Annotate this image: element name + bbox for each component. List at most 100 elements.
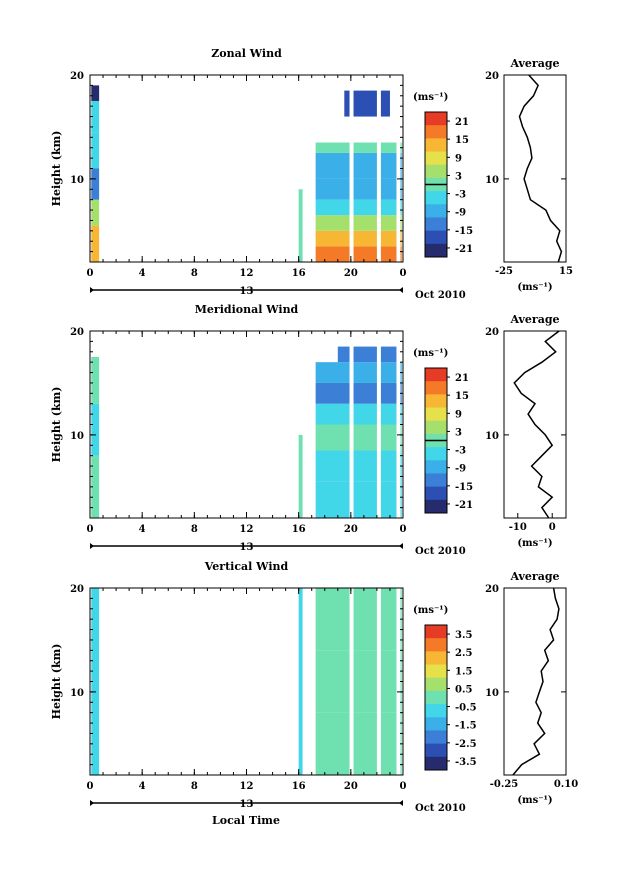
average-profile-line	[512, 587, 560, 776]
data-cell	[91, 199, 100, 226]
data-cell	[91, 356, 100, 404]
x-tick-label: 16	[292, 268, 306, 279]
average-x-tick-label: -0.25	[490, 779, 519, 790]
date-label: Oct 2010	[415, 546, 466, 557]
x-tick-label: 20	[344, 268, 358, 279]
colorbar-swatch	[425, 368, 447, 382]
average-unit-label: (ms⁻¹)	[517, 795, 552, 806]
data-cell	[298, 189, 303, 262]
data-cell	[91, 85, 100, 101]
data-gap	[396, 331, 401, 518]
y-tick-label: 20	[70, 584, 84, 595]
x-tick-label: 4	[139, 268, 146, 279]
panel-1: Meridional Wind 0 4 8 12 16 20 0 20 10 Height (km)…	[50, 303, 567, 557]
colorbar-swatch	[425, 381, 447, 395]
colorbar-tick-label: 2.5	[455, 648, 472, 659]
colorbar-tick-label: 15	[455, 135, 469, 146]
x-tick-label: 16	[292, 524, 306, 535]
data-gap	[396, 588, 401, 775]
data-gap	[376, 331, 381, 518]
y-tick-label: 20	[70, 327, 84, 338]
colorbar-tick-label: 9	[455, 409, 462, 420]
data-cell	[315, 450, 402, 482]
data-cell	[91, 168, 100, 200]
colorbar-swatch	[425, 486, 447, 501]
x-tick-label: 0	[87, 268, 94, 279]
y-tick-label: 10	[70, 175, 84, 186]
y-tick-label: 10	[70, 688, 84, 699]
date-axis-arrow	[90, 287, 94, 293]
colorbar-swatch	[425, 191, 447, 205]
x-axis-label: Local Time	[212, 814, 280, 827]
data-cell	[315, 142, 402, 153]
data-gap	[376, 75, 381, 262]
colorbar-tick-label: -15	[455, 482, 473, 493]
x-tick-label: 20	[344, 524, 358, 535]
average-profile-line	[518, 74, 563, 263]
data-cell	[91, 403, 100, 456]
date-axis-arrow	[90, 543, 94, 549]
colorbar-tick-label: -9	[455, 208, 466, 219]
colorbar-tick-label: 3	[455, 171, 462, 182]
colorbar-tick-label: 15	[455, 391, 469, 402]
colorbar-tick-label: 3	[455, 427, 462, 438]
data-cell	[315, 246, 402, 262]
data-cell	[315, 481, 402, 518]
average-frame	[503, 330, 567, 519]
date-label: Oct 2010	[415, 803, 466, 814]
colorbar-tick-label: 1.5	[455, 666, 472, 677]
average-x-tick-label: 0	[549, 522, 556, 533]
data-cell	[315, 199, 402, 216]
x-tick-label: 8	[191, 268, 198, 279]
colorbar-swatch	[425, 151, 447, 166]
data-gap	[349, 75, 354, 262]
data-cell	[91, 132, 100, 169]
colorbar-swatch	[425, 447, 447, 461]
data-gap	[376, 588, 381, 775]
colorbar-swatch	[425, 204, 447, 218]
data-cell	[298, 434, 303, 518]
colorbar-swatch	[425, 112, 447, 126]
colorbar-swatch	[425, 138, 447, 153]
colorbar-unit-label: (ms⁻¹)	[413, 348, 448, 359]
average-frame	[503, 587, 567, 776]
colorbar-swatch	[425, 638, 447, 652]
colorbar-swatch	[425, 473, 447, 488]
average-x-tick-label: 0.10	[554, 779, 578, 790]
colorbar-tick-label: 21	[455, 117, 469, 128]
average-y-tick-label: 20	[485, 327, 499, 338]
panel-0: Zonal Wind 0 4 8 12 16 20 0 20 10 Height (km) 13 Oct…	[50, 47, 573, 301]
x-tick-label: 20	[344, 781, 358, 792]
colorbar-tick-label: -3	[455, 190, 466, 201]
x-tick-label: 16	[292, 781, 306, 792]
data-cell	[91, 100, 100, 133]
y-axis-label: Height (km)	[50, 387, 63, 463]
data-cell	[91, 588, 100, 775]
colorbar-tick-label: -1.5	[455, 721, 477, 732]
average-y-tick-label: 10	[485, 688, 499, 699]
colorbar-tick-label: -15	[455, 226, 473, 237]
average-unit-label: (ms⁻¹)	[517, 282, 552, 293]
x-tick-label: 0	[400, 524, 407, 535]
colorbar-swatch	[425, 677, 447, 692]
colorbar-swatch	[425, 394, 447, 409]
day-label: 13	[240, 286, 254, 297]
colorbar-tick-label: -3	[455, 446, 466, 457]
average-y-tick-label: 20	[485, 71, 499, 82]
colorbar-tick-label: -3.5	[455, 757, 477, 768]
y-tick-label: 10	[70, 431, 84, 442]
data-cell	[315, 230, 402, 247]
data-cell	[91, 225, 100, 262]
date-label: Oct 2010	[415, 290, 466, 301]
colorbar-swatch	[425, 730, 447, 745]
data-gap	[349, 331, 354, 518]
x-tick-label: 12	[240, 781, 254, 792]
colorbar-swatch	[425, 756, 447, 771]
panel-title: Meridional Wind	[195, 303, 299, 316]
data-cell	[315, 403, 402, 425]
colorbar-tick-label: -9	[455, 464, 466, 475]
x-tick-label: 0	[400, 268, 407, 279]
colorbar-tick-label: -2.5	[455, 739, 477, 750]
colorbar-tick-label: -21	[455, 500, 473, 511]
